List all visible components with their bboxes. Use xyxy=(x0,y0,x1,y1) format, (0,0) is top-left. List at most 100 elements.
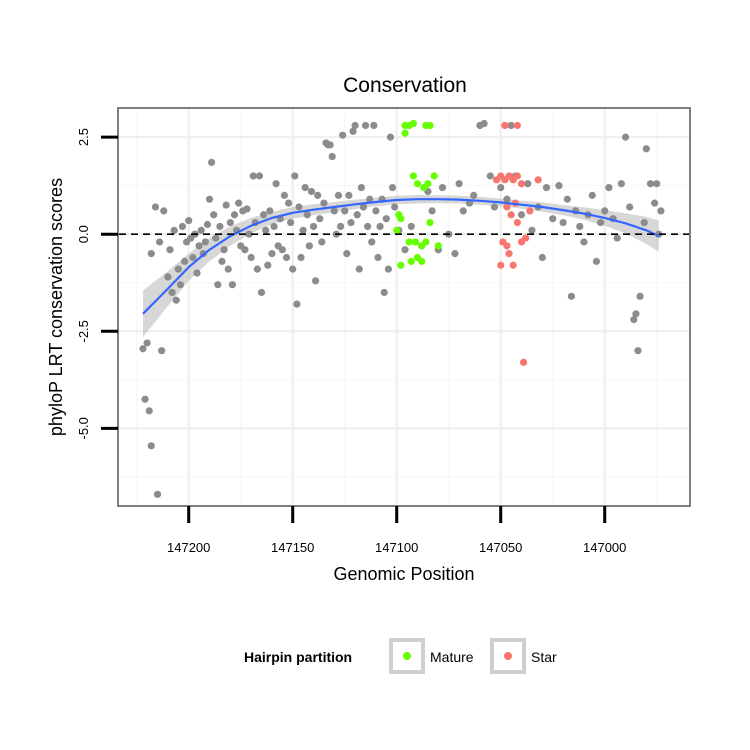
data-point-star xyxy=(505,250,513,258)
data-point-other xyxy=(490,203,499,211)
data-point-other xyxy=(260,211,268,219)
data-point-mature xyxy=(401,129,409,137)
data-point-other xyxy=(459,207,467,215)
data-point-other xyxy=(428,207,436,215)
data-point-other xyxy=(318,238,326,246)
data-point-other xyxy=(549,215,557,223)
data-point-other xyxy=(657,207,665,215)
y-tick-label: -5.0 xyxy=(76,417,91,439)
data-point-other xyxy=(576,222,584,231)
points-layer xyxy=(139,119,665,498)
data-point-other xyxy=(507,121,515,130)
legend-title: Hairpin partition xyxy=(244,649,352,665)
data-point-other xyxy=(293,300,301,308)
data-point-other xyxy=(305,242,313,250)
data-point-other xyxy=(314,191,322,199)
data-point-other xyxy=(289,265,297,273)
data-point-other xyxy=(563,195,571,203)
data-point-other xyxy=(282,253,291,262)
data-point-other xyxy=(349,127,357,135)
y-tick-label: -2.5 xyxy=(76,320,91,342)
data-point-other xyxy=(316,215,324,223)
plot-panel xyxy=(117,107,691,507)
data-point-other xyxy=(634,347,642,355)
legend-dot-mature xyxy=(403,652,411,660)
data-point-other xyxy=(170,226,178,234)
data-point-other xyxy=(226,218,234,227)
data-point-other xyxy=(626,203,634,211)
data-point-other xyxy=(280,191,288,199)
data-point-other xyxy=(366,195,374,203)
data-point-other xyxy=(370,121,378,130)
data-point-other xyxy=(241,246,249,254)
data-point-other xyxy=(224,265,232,273)
data-point-other xyxy=(145,407,153,415)
data-point-other xyxy=(307,187,316,196)
x-tick-label: 147000 xyxy=(583,540,626,555)
data-point-other xyxy=(151,203,160,211)
data-point-other xyxy=(270,222,278,231)
data-point-other xyxy=(407,222,415,231)
x-axis-title: Genomic Position xyxy=(333,564,474,584)
data-point-other xyxy=(391,203,399,211)
data-point-other xyxy=(336,222,345,231)
data-point-other xyxy=(353,211,361,219)
data-point-other xyxy=(451,250,459,258)
data-point-star xyxy=(507,211,515,219)
data-point-other xyxy=(592,257,601,265)
data-point-star xyxy=(522,234,530,242)
data-point-other xyxy=(147,250,155,258)
data-point-other xyxy=(374,253,382,262)
data-point-other xyxy=(249,172,257,180)
data-point-other xyxy=(158,347,166,355)
data-point-star xyxy=(517,180,526,188)
data-point-star xyxy=(526,207,534,215)
chart-title: Conservation xyxy=(343,74,467,97)
data-point-other xyxy=(203,220,212,229)
data-point-other xyxy=(347,218,355,227)
data-point-star xyxy=(513,172,521,180)
data-point-other xyxy=(141,395,149,403)
data-point-other xyxy=(218,257,226,265)
data-point-other xyxy=(368,238,376,246)
data-point-other xyxy=(559,218,567,227)
data-point-other xyxy=(382,215,390,223)
data-point-star xyxy=(497,261,505,269)
data-point-other xyxy=(139,345,147,353)
y-axis-title: phyloP LRT conservation scores xyxy=(46,178,66,436)
data-point-other xyxy=(455,180,463,188)
data-point-other xyxy=(646,180,655,188)
data-point-other xyxy=(174,265,182,273)
data-point-other xyxy=(262,226,270,234)
data-point-other xyxy=(438,184,447,192)
data-point-star xyxy=(513,121,521,130)
y-tick-label: 0.0 xyxy=(76,225,91,243)
data-point-other xyxy=(355,265,363,273)
data-point-other xyxy=(180,257,189,265)
data-point-other xyxy=(632,310,640,318)
legend: Hairpin partition Mature Star xyxy=(244,638,557,674)
data-point-other xyxy=(160,207,168,215)
data-point-other xyxy=(247,253,255,262)
data-point-other xyxy=(303,211,311,219)
data-point-other xyxy=(189,253,197,262)
data-point-other xyxy=(295,203,303,211)
data-point-mature xyxy=(422,238,430,246)
data-point-other xyxy=(299,226,307,234)
data-point-other xyxy=(222,201,230,209)
data-point-other xyxy=(401,246,409,254)
data-point-other xyxy=(147,442,155,450)
data-point-other xyxy=(651,199,659,207)
data-point-other xyxy=(197,226,205,234)
data-point-other xyxy=(201,238,209,246)
data-point-other xyxy=(216,222,224,231)
data-point-other xyxy=(245,230,253,238)
data-point-star xyxy=(509,261,517,269)
data-point-star xyxy=(503,242,511,250)
data-point-mature xyxy=(411,238,420,246)
data-point-other xyxy=(605,184,613,192)
data-point-star xyxy=(513,218,521,227)
data-point-other xyxy=(220,246,228,254)
data-point-other xyxy=(343,250,351,258)
